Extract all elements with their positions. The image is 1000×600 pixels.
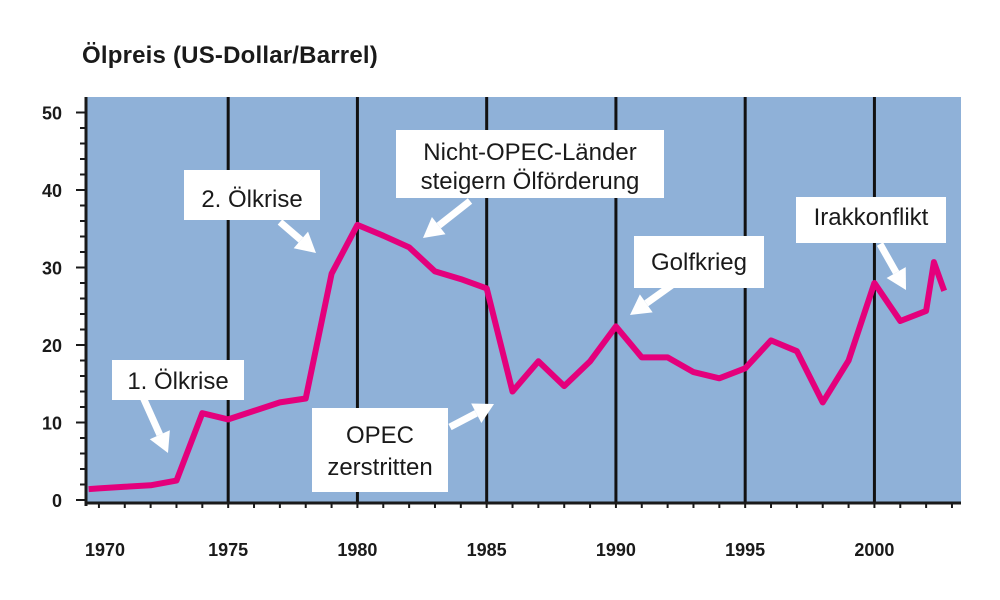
y-tick-label-10: 10 xyxy=(42,414,62,434)
y-tick-label-40: 40 xyxy=(42,181,62,201)
annotation-box xyxy=(184,170,320,220)
x-tick-label-1995: 1995 xyxy=(725,540,765,560)
x-tick-label-2000: 2000 xyxy=(854,540,894,560)
annotation-arrow-head xyxy=(471,403,494,424)
y-tick-label-0: 0 xyxy=(52,491,62,511)
annotation-label: OPEC xyxy=(346,422,414,449)
chart-title: Ölpreis (US-Dollar/Barrel) xyxy=(82,42,378,69)
x-tick-label-1975: 1975 xyxy=(208,540,248,560)
annotation-0: 1. Ölkrise xyxy=(112,360,244,453)
annotation-label: zerstritten xyxy=(327,454,432,481)
x-tick-label-1990: 1990 xyxy=(596,540,636,560)
annotation-1: 2. Ölkrise xyxy=(184,170,320,253)
annotation-5: OPEC zerstritten xyxy=(312,403,494,492)
annotation-3: Golfkrieg xyxy=(630,236,764,315)
annotation-label: Nicht-OPEC-Länder xyxy=(423,139,636,166)
annotation-4: Irakkonflikt xyxy=(796,197,946,290)
annotation-arrow-shaft xyxy=(448,410,478,431)
annotation-arrow-shaft xyxy=(876,242,900,275)
annotation-arrow-head xyxy=(423,216,446,238)
annotation-box xyxy=(396,130,664,198)
annotation-box xyxy=(312,408,448,492)
annotation-label: 2. Ölkrise xyxy=(201,186,302,213)
annotation-label: Irakkonflikt xyxy=(814,204,929,231)
oil-price-series-line xyxy=(88,221,948,493)
annotation-label: Golfkrieg xyxy=(651,249,747,276)
y-tick-label-50: 50 xyxy=(42,104,62,124)
x-tick-label-1985: 1985 xyxy=(467,540,507,560)
annotation-box xyxy=(112,360,244,400)
annotation-arrow-shaft xyxy=(436,198,473,229)
annotation-arrow-head xyxy=(149,430,170,453)
annotation-arrow-shaft xyxy=(138,393,164,437)
y-tick-label-20: 20 xyxy=(42,336,62,356)
annotation-arrow-head xyxy=(630,294,653,315)
annotation-arrow-shaft xyxy=(277,219,304,243)
annotation-box xyxy=(634,236,764,288)
annotation-label: 1. Ölkrise xyxy=(127,368,228,395)
annotation-arrow-head xyxy=(886,267,906,290)
y-tick-label-30: 30 xyxy=(42,259,62,279)
x-tick-label-1980: 1980 xyxy=(337,540,377,560)
annotation-box xyxy=(796,197,946,243)
annotation-arrow-shaft xyxy=(644,282,675,307)
annotation-label: steigern Ölförderung xyxy=(421,168,640,195)
annotation-arrow-head xyxy=(293,231,316,253)
x-tick-label-1970: 1970 xyxy=(85,540,125,560)
